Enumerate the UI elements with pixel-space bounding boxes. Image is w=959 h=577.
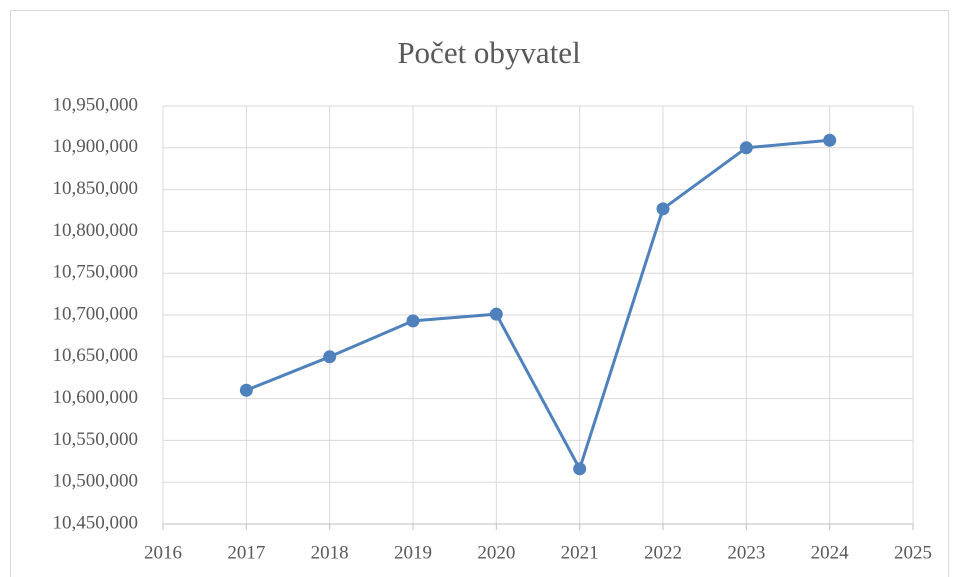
y-tick-label: 10,550,000 — [53, 429, 139, 450]
chart-title: Počet obyvatel — [397, 35, 580, 70]
x-tick-label: 2023 — [727, 542, 765, 563]
y-tick-label: 10,750,000 — [53, 262, 139, 283]
chart-border — [10, 10, 949, 577]
data-point — [823, 133, 837, 147]
y-tick-label: 10,850,000 — [53, 178, 139, 199]
y-tick-label: 10,700,000 — [53, 303, 139, 324]
y-tick-label: 10,800,000 — [53, 220, 139, 241]
data-point — [573, 462, 587, 476]
x-tick-label: 2020 — [477, 542, 515, 563]
y-tick-label: 10,650,000 — [53, 345, 139, 366]
data-point — [406, 314, 420, 328]
x-tick-label: 2016 — [144, 542, 182, 563]
x-tick-label: 2019 — [394, 542, 432, 563]
x-tick-label: 2024 — [811, 542, 850, 563]
data-point — [239, 383, 253, 397]
y-tick-label: 10,950,000 — [53, 94, 139, 115]
x-tick-label: 2021 — [561, 542, 599, 563]
x-tick-label: 2018 — [311, 542, 349, 563]
x-tick-label: 2025 — [894, 542, 932, 563]
data-point — [489, 307, 503, 321]
y-tick-label: 10,500,000 — [53, 471, 139, 492]
data-point — [656, 202, 670, 216]
data-point — [739, 141, 753, 155]
series-line — [245, 138, 830, 471]
y-tick-label: 10,900,000 — [53, 136, 139, 157]
y-tick-label: 10,450,000 — [53, 512, 139, 533]
data-point — [323, 350, 337, 364]
x-tick-label: 2017 — [227, 542, 265, 563]
y-tick-label: 10,600,000 — [53, 387, 139, 408]
x-tick-label: 2022 — [644, 542, 682, 563]
